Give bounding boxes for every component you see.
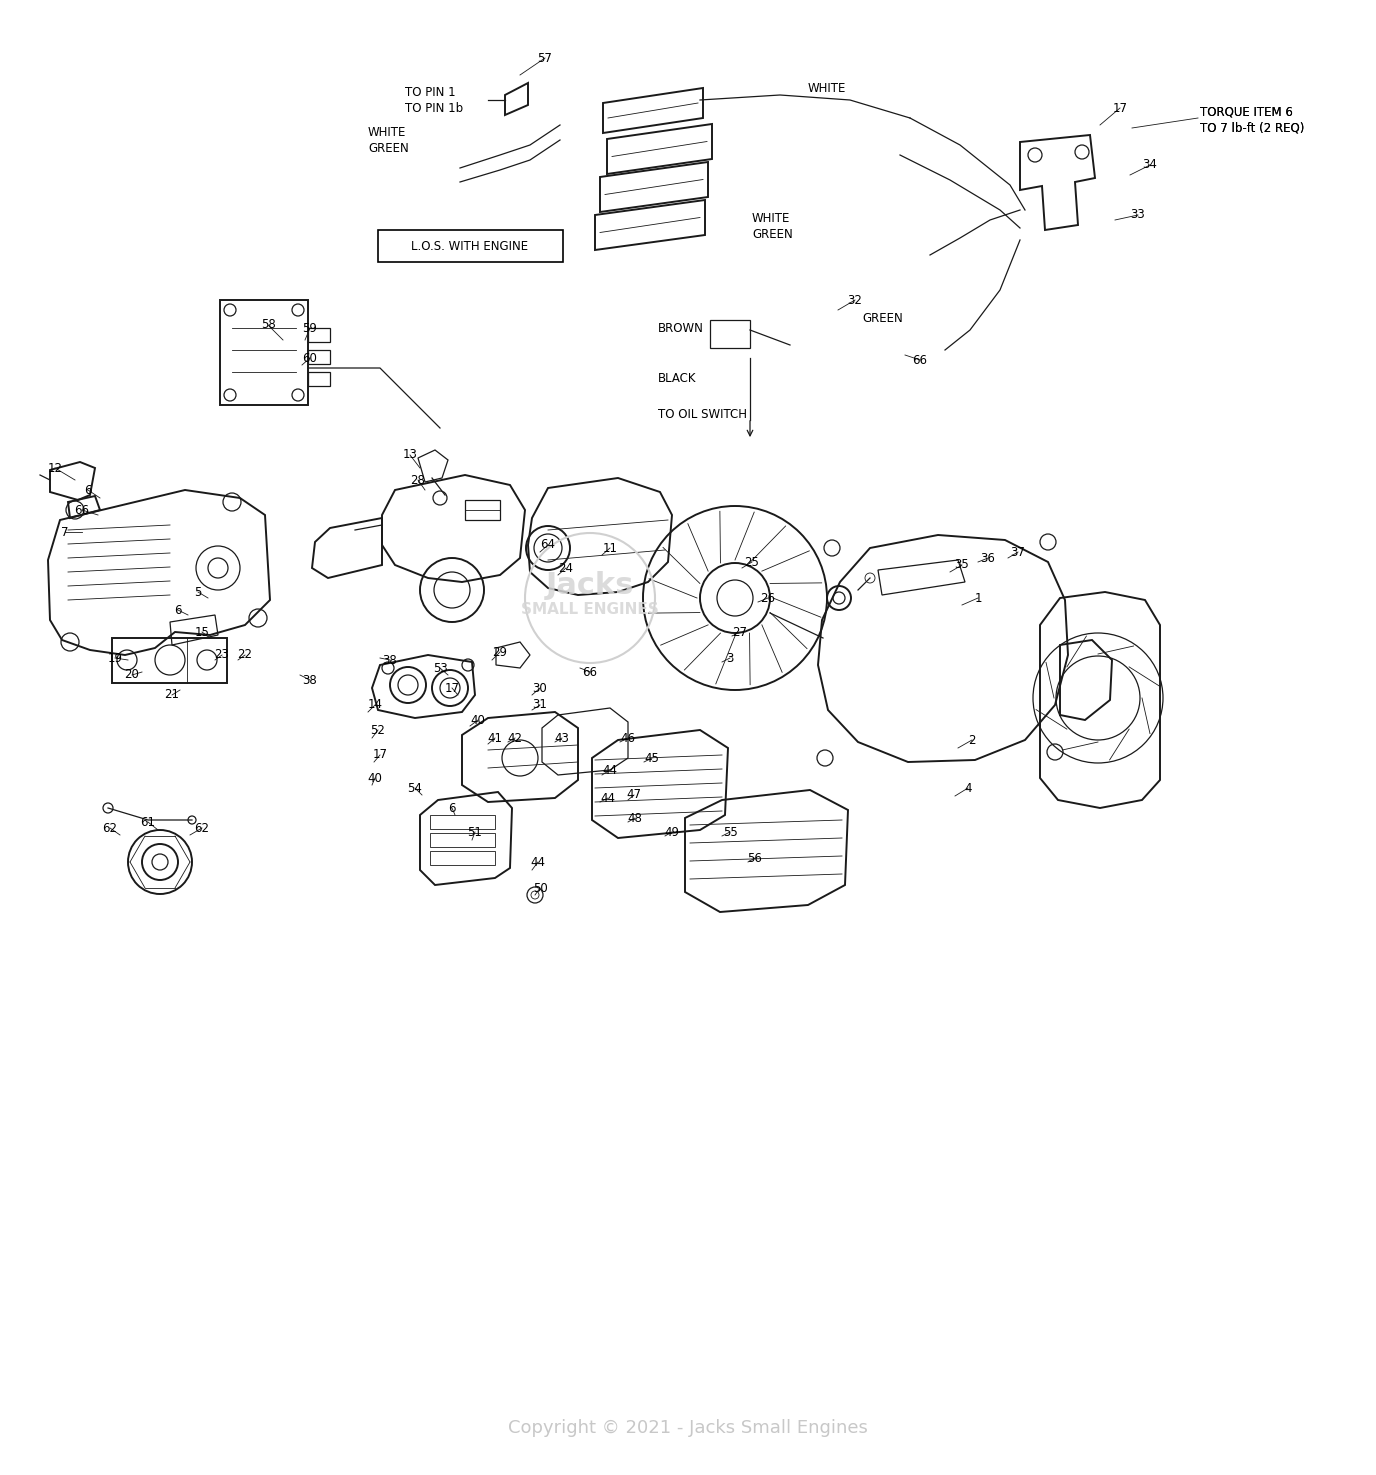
Text: 5: 5 <box>194 586 202 599</box>
Text: 6: 6 <box>84 484 92 497</box>
Text: 38: 38 <box>303 674 318 686</box>
Text: 31: 31 <box>533 699 548 711</box>
Bar <box>111 639 227 683</box>
Text: GREEN: GREEN <box>861 311 903 324</box>
Text: 3: 3 <box>727 652 733 665</box>
Text: 1: 1 <box>974 591 981 605</box>
Text: 64: 64 <box>541 538 556 552</box>
Text: 6: 6 <box>449 801 455 814</box>
Bar <box>429 851 495 864</box>
Text: 43: 43 <box>555 732 570 745</box>
Text: 46: 46 <box>621 732 636 745</box>
Text: 36: 36 <box>981 552 995 565</box>
Text: TO 7 lb-ft (2 REQ): TO 7 lb-ft (2 REQ) <box>1200 121 1304 134</box>
Text: Jacks: Jacks <box>546 571 634 600</box>
Text: 22: 22 <box>238 649 253 661</box>
Text: 21: 21 <box>165 689 179 702</box>
Bar <box>710 320 750 348</box>
Text: TORQUE ITEM 6: TORQUE ITEM 6 <box>1200 106 1293 118</box>
Text: 11: 11 <box>603 541 618 555</box>
Text: 56: 56 <box>747 851 762 864</box>
Bar <box>465 500 499 521</box>
Text: 17: 17 <box>373 748 388 761</box>
Text: 24: 24 <box>559 562 574 574</box>
Bar <box>308 372 330 386</box>
Text: 28: 28 <box>410 473 425 487</box>
Text: 54: 54 <box>407 782 422 795</box>
Text: 38: 38 <box>383 653 398 667</box>
Text: 23: 23 <box>215 649 230 661</box>
Text: 20: 20 <box>125 668 139 681</box>
Text: 42: 42 <box>508 732 523 745</box>
Text: 66: 66 <box>912 354 927 366</box>
Text: WHITE: WHITE <box>808 81 846 94</box>
Bar <box>308 327 330 342</box>
Text: 13: 13 <box>403 448 417 462</box>
Text: 58: 58 <box>260 319 275 332</box>
Text: 32: 32 <box>848 294 863 307</box>
Text: 44: 44 <box>600 792 615 804</box>
Text: SMALL ENGINES: SMALL ENGINES <box>522 602 659 618</box>
Text: 17: 17 <box>1113 102 1127 115</box>
Text: 44: 44 <box>531 855 545 869</box>
Text: 7: 7 <box>62 525 69 538</box>
Text: 55: 55 <box>722 826 738 838</box>
Text: 29: 29 <box>493 646 508 658</box>
Text: 61: 61 <box>140 816 155 829</box>
Text: BLACK: BLACK <box>658 372 696 385</box>
Text: 4: 4 <box>965 782 971 795</box>
Text: BROWN: BROWN <box>658 322 705 335</box>
Bar <box>308 350 330 364</box>
Text: 2: 2 <box>969 733 976 746</box>
Text: 51: 51 <box>468 826 483 838</box>
Text: TORQUE ITEM 6: TORQUE ITEM 6 <box>1200 106 1293 118</box>
Text: 6: 6 <box>175 603 182 617</box>
Text: 62: 62 <box>194 822 209 835</box>
Bar <box>429 833 495 847</box>
Text: TO PIN 1b: TO PIN 1b <box>405 102 464 115</box>
Text: 17: 17 <box>444 681 460 695</box>
Text: 41: 41 <box>487 732 502 745</box>
Text: L.O.S. WITH ENGINE: L.O.S. WITH ENGINE <box>411 239 528 252</box>
Text: 52: 52 <box>370 724 385 736</box>
Text: 40: 40 <box>471 714 486 727</box>
Text: 53: 53 <box>432 661 447 674</box>
Text: 47: 47 <box>626 789 641 801</box>
Text: 26: 26 <box>761 591 776 605</box>
Text: 57: 57 <box>538 52 552 65</box>
Text: TO OIL SWITCH: TO OIL SWITCH <box>658 409 747 422</box>
Text: 33: 33 <box>1131 208 1145 221</box>
Bar <box>220 299 308 406</box>
Text: TO 7 lb-ft (2 REQ): TO 7 lb-ft (2 REQ) <box>1200 121 1304 134</box>
Text: Copyright © 2021 - Jacks Small Engines: Copyright © 2021 - Jacks Small Engines <box>508 1419 868 1437</box>
Text: 14: 14 <box>367 699 383 711</box>
Text: 25: 25 <box>744 556 760 568</box>
Text: GREEN: GREEN <box>367 142 409 155</box>
Text: 19: 19 <box>107 652 122 665</box>
Text: 37: 37 <box>1010 546 1025 559</box>
Text: WHITE: WHITE <box>367 125 406 139</box>
Text: 12: 12 <box>48 462 62 475</box>
Text: 60: 60 <box>303 351 318 364</box>
Text: 45: 45 <box>644 751 659 764</box>
Text: 40: 40 <box>367 771 383 785</box>
Text: 34: 34 <box>1142 158 1157 171</box>
Text: 62: 62 <box>102 822 117 835</box>
Text: 15: 15 <box>194 625 209 639</box>
Text: 44: 44 <box>603 764 618 776</box>
Text: GREEN: GREEN <box>753 227 793 240</box>
Text: WHITE: WHITE <box>753 211 790 224</box>
Text: 30: 30 <box>533 681 548 695</box>
Text: 49: 49 <box>665 826 680 838</box>
Text: 50: 50 <box>533 882 548 894</box>
Text: 27: 27 <box>732 625 747 639</box>
Text: 66: 66 <box>74 503 89 516</box>
Text: 59: 59 <box>303 322 318 335</box>
Text: 48: 48 <box>627 811 643 825</box>
Text: 35: 35 <box>955 559 969 571</box>
Text: TO PIN 1: TO PIN 1 <box>405 86 455 99</box>
Bar <box>429 816 495 829</box>
Text: 66: 66 <box>582 665 597 678</box>
